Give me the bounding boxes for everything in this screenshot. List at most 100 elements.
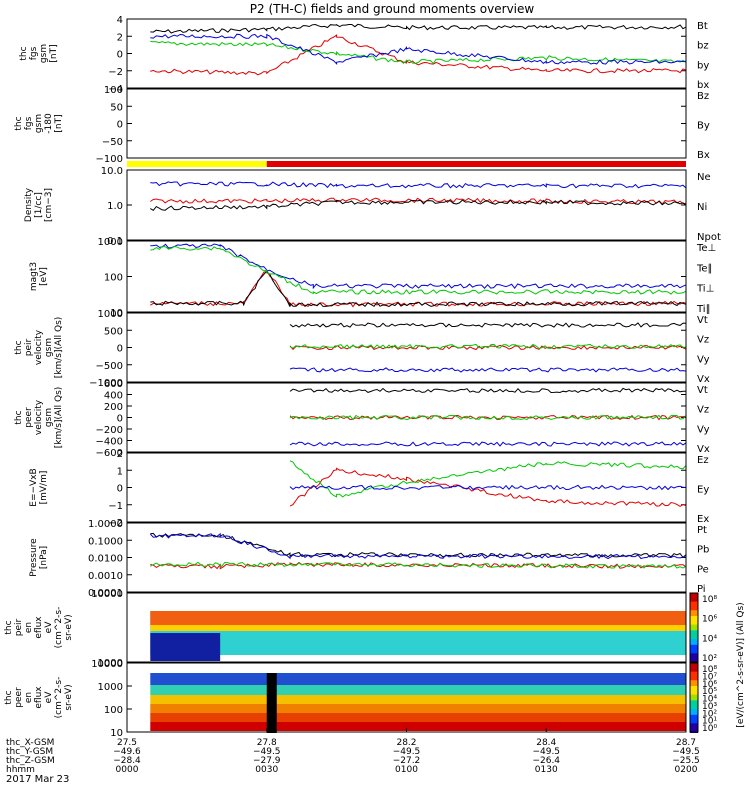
y-tick-label: 400 (104, 391, 123, 402)
x-tick-label: 28.2 (396, 738, 416, 748)
figure-title: P2 (TH-C) fields and ground moments over… (250, 2, 535, 16)
colorbar-segment (690, 613, 698, 617)
ylabel-line: gsm (44, 338, 54, 357)
panel-fgs: thc fgs gsm [nT] 4 2 0 −2 −4 Bt bz by bx (19, 15, 709, 95)
colorbar-segment (690, 601, 698, 606)
colorbar-segment (690, 723, 698, 728)
colorbar-segment (690, 636, 698, 640)
panel-pressure-ylabel: Pressure [nPa] (29, 538, 49, 577)
colorbar-frame (689, 662, 699, 733)
colorbar-segment (690, 607, 698, 612)
colorbar-segment (690, 630, 698, 635)
spectrogram-gap (266, 673, 277, 733)
colorbar-segment (690, 683, 698, 687)
y-tick-label: 0.0010 (88, 571, 123, 582)
x-row-label: thc_X-GSM (6, 738, 54, 748)
y-tick-label: 0 (117, 120, 123, 131)
y-tick-label: −50 (102, 137, 123, 148)
colorbar-segment (690, 604, 698, 609)
legend-Vx: Vx (697, 374, 710, 385)
ylabel-line: velocity (34, 329, 44, 365)
colorbar-segment (690, 697, 698, 702)
colorbar-segment (690, 639, 698, 643)
y-tick-label: 200 (104, 402, 123, 413)
y-tick-label: 1000 (98, 237, 123, 248)
panel-fgs-ylabel: thc fgs gsm [nT] (19, 44, 59, 63)
panel-peer_spec-ylabel: thc peer en eflux eV (cm^2-s-sr-eV) (4, 677, 74, 719)
panel-density: Density [1/cc] [cm−3] 10.0 1.0 0.1 Ne Ni Npot (24, 166, 721, 247)
series-Vx (289, 367, 687, 373)
legend-Ni: Ni (697, 202, 707, 213)
legend-Vx: Vx (697, 444, 710, 455)
legend-Vy: Vy (697, 424, 710, 435)
panel-peer_vel-ylabel: thc peer velocity gsm [km/s](All Qs) (14, 387, 64, 449)
colorbar-tick: 10² (702, 654, 717, 664)
y-tick-label: −600 (96, 448, 123, 459)
panel-frame (126, 312, 687, 383)
series-Bt (150, 23, 687, 34)
ylabel-line: eflux (34, 616, 44, 639)
x-row-label: thc_Z-GSM (6, 756, 55, 766)
panel-frame (126, 592, 687, 663)
ylabel-line: thc (14, 410, 24, 424)
y-tick-label: 2 (117, 32, 123, 43)
x-tick-label: −49.5 (532, 747, 560, 757)
x-tick-label: −28.4 (113, 756, 141, 766)
series-Ne (150, 197, 686, 205)
y-tick-label: −2 (108, 518, 123, 529)
ylabel-line: [1/cc] (34, 192, 44, 218)
panel-frame (126, 88, 687, 159)
colorbar-segment (690, 656, 698, 661)
colorbar-segment (690, 688, 698, 693)
legend-Vz: Vz (697, 405, 709, 416)
y-tick-label: 0 (117, 344, 123, 355)
ylabel-line: Pressure (29, 538, 39, 577)
legend-Bt: Bt (697, 21, 708, 32)
colorbar-segment (690, 633, 698, 638)
legend-bx: bx (697, 80, 709, 91)
y-tick-label: −1000 (89, 378, 123, 389)
mode-strip (127, 161, 686, 167)
mode-strip-fast (266, 161, 686, 167)
y-tick-label: 0 (117, 484, 123, 495)
colorbar-segment (690, 706, 698, 710)
legend-Vy: Vy (697, 354, 710, 365)
colorbar-segment (690, 677, 698, 682)
ylabel-line: (cm^2-s- (54, 677, 64, 719)
colorbar-segment (690, 703, 698, 708)
x-row-label: hhmm (6, 765, 35, 775)
series-Ey (289, 460, 687, 498)
y-tick-label: 100 (104, 273, 123, 284)
panel-fgs_low-ylabel: thc fgs gsm -180 [nT] (14, 113, 64, 134)
panel-frame (126, 240, 687, 313)
ylabel-line: sr-eV) (64, 684, 74, 710)
series-Vy (289, 414, 687, 421)
colorbar-tick: 10⁸ (702, 595, 717, 605)
ylabel-line: E=−VxB (29, 468, 39, 506)
legend-bz: bz (697, 41, 709, 52)
ylabel-line: gsm (44, 408, 54, 427)
legend-Te⊥: Te⊥ (696, 243, 716, 254)
colorbar-tick: 10⁶ (702, 615, 717, 625)
ylabel-line: eflux (34, 686, 44, 709)
x-tick-label: −49.5 (672, 747, 700, 757)
y-tick-label: −2 (108, 67, 123, 78)
colorbar-segment (690, 624, 698, 629)
ylabel-line: fgs (24, 116, 34, 130)
ylabel-line: peer (14, 687, 24, 708)
y-tick-label: 100 (104, 705, 123, 716)
colorbar-segment (690, 711, 698, 716)
legend-Npot: Npot (697, 232, 721, 243)
x-tick-label: 0100 (395, 765, 418, 775)
spectrogram-upper (150, 685, 686, 695)
ylabel-line: eV (44, 691, 54, 704)
colorbar-segment (690, 610, 698, 615)
legend-Pt: Pt (697, 525, 707, 536)
ylabel-line: peir (14, 618, 24, 636)
ylabel-line: thc (19, 46, 29, 60)
y-tick-label: −400 (96, 437, 123, 448)
ylabel-line: peir (24, 338, 34, 356)
x-tick-label: −49.5 (253, 747, 281, 757)
y-tick-label: 2 (117, 449, 123, 460)
y-tick-label: 0.1000 (88, 536, 123, 547)
